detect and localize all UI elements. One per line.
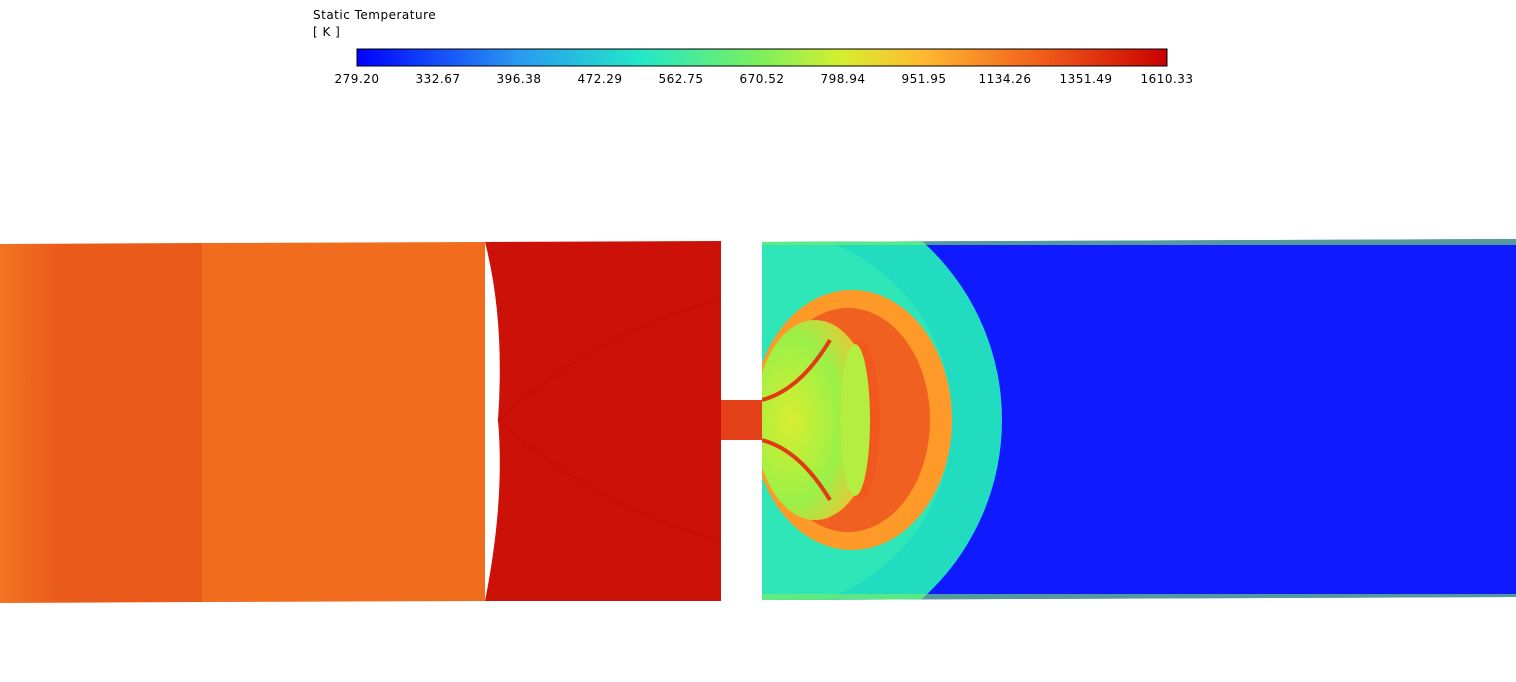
colorbar-tick-label: 1610.33 bbox=[1140, 72, 1193, 86]
colorbar bbox=[356, 48, 1168, 67]
colorbar-tick-label: 1134.26 bbox=[978, 72, 1031, 86]
legend-unit: [ K ] bbox=[313, 25, 340, 39]
colorbar-tick-label: 951.95 bbox=[902, 72, 947, 86]
colorbar-tick-label: 562.75 bbox=[659, 72, 704, 86]
colorbar-tick-label: 279.20 bbox=[335, 72, 380, 86]
colorbar-tick-label: 396.38 bbox=[497, 72, 542, 86]
left-domain bbox=[0, 241, 762, 603]
colorbar-tick-label: 472.29 bbox=[578, 72, 623, 86]
legend-title: Static Temperature bbox=[313, 8, 436, 22]
right-domain bbox=[762, 239, 1516, 600]
colorbar-tick-label: 670.52 bbox=[740, 72, 785, 86]
colorbar-tick-label: 798.94 bbox=[821, 72, 866, 86]
colorbar-ticks: 279.20 332.67 396.38 472.29 562.75 670.52 798.… bbox=[335, 72, 1194, 86]
colorbar-tick-label: 1351.49 bbox=[1059, 72, 1112, 86]
colorbar-tick-label: 332.67 bbox=[416, 72, 461, 86]
